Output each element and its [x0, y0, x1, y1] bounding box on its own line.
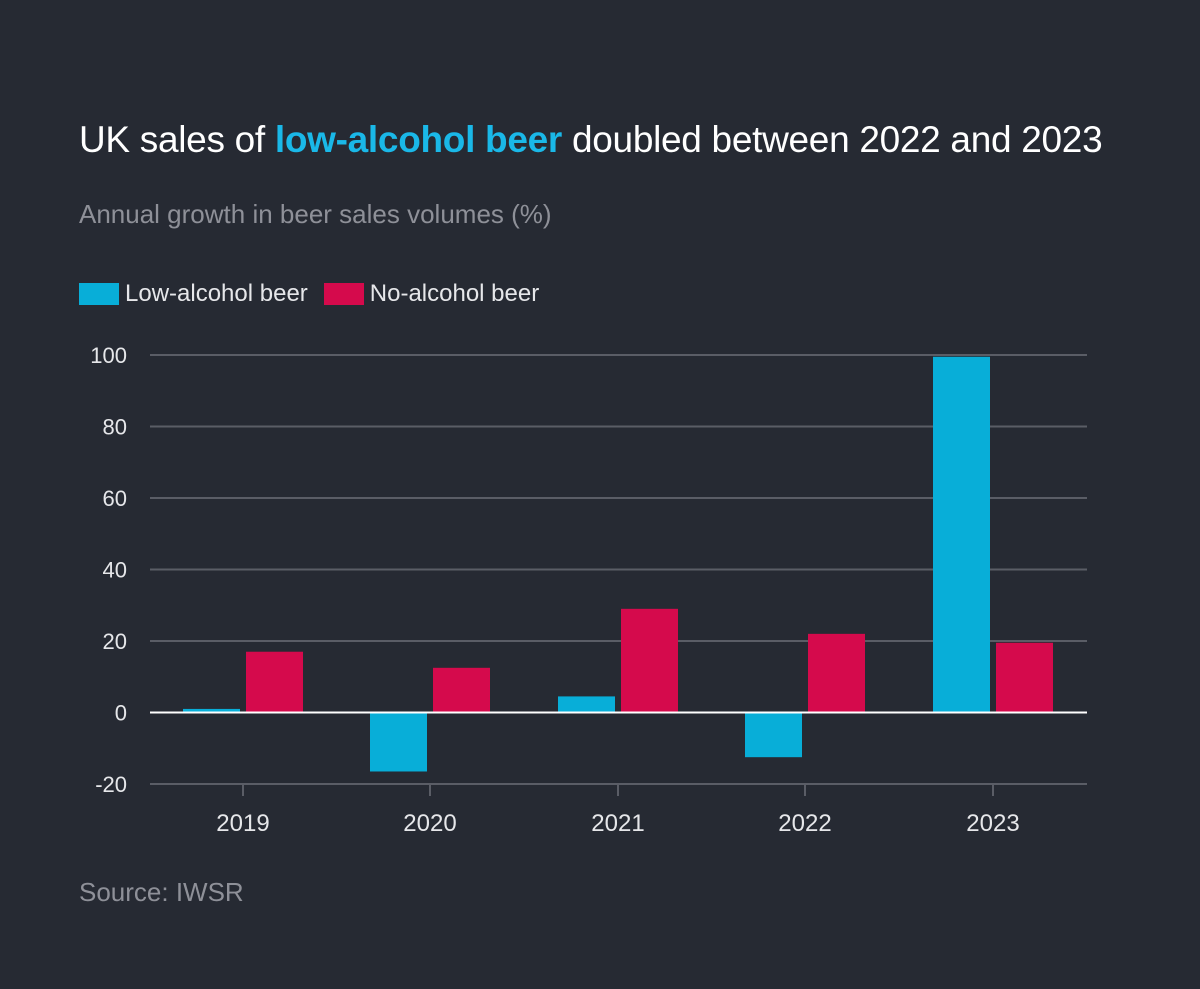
bar-no-alcohol-2022: [808, 633, 865, 713]
y-tick-label: 60: [103, 486, 127, 511]
y-tick-label: -20: [95, 772, 127, 797]
bar-low-alcohol-2019: [183, 708, 240, 713]
title-highlight: low-alcohol beer: [274, 119, 563, 160]
y-tick-label: 40: [103, 558, 127, 583]
bar-low-alcohol-2022: [745, 712, 802, 758]
bar-low-alcohol-2021: [558, 696, 615, 713]
bar-low-alcohol-2020: [370, 712, 427, 772]
y-tick-label: 20: [103, 629, 127, 654]
legend-swatch-no-alcohol: [323, 283, 364, 305]
y-tick-label: 80: [103, 415, 127, 440]
chart-subtitle: Annual growth in beer sales volumes (%): [79, 199, 552, 229]
legend-swatch-low-alcohol: [79, 283, 119, 305]
x-tick-label: 2021: [591, 810, 644, 837]
title-prefix: UK sales of: [79, 119, 275, 160]
legend: Low-alcohol beer No-alcohol beer: [79, 278, 555, 310]
bar-no-alcohol-2021: [621, 608, 678, 713]
bar-low-alcohol-2023: [933, 356, 990, 713]
y-tick-label: 100: [90, 343, 127, 368]
x-tick-label: 2019: [216, 810, 269, 837]
bar-no-alcohol-2023: [996, 642, 1053, 713]
legend-item-low-alcohol: Low-alcohol beer: [79, 280, 308, 308]
title-suffix: doubled between 2022 and 2023: [562, 119, 1103, 160]
legend-item-no-alcohol: No-alcohol beer: [323, 280, 540, 308]
legend-label-no-alcohol: No-alcohol beer: [369, 280, 540, 307]
chart-title: UK sales of low-alcohol beer doubled bet…: [79, 116, 1103, 164]
bar-no-alcohol-2020: [433, 667, 490, 713]
x-tick-label: 2022: [778, 810, 831, 837]
x-tick-label: 2023: [966, 810, 1019, 837]
bar-no-alcohol-2019: [246, 651, 303, 713]
y-tick-label: 0: [115, 701, 127, 726]
source-note: Source: IWSR: [79, 877, 244, 907]
legend-label-low-alcohol: Low-alcohol beer: [125, 280, 308, 307]
x-tick-label: 2020: [403, 810, 456, 837]
